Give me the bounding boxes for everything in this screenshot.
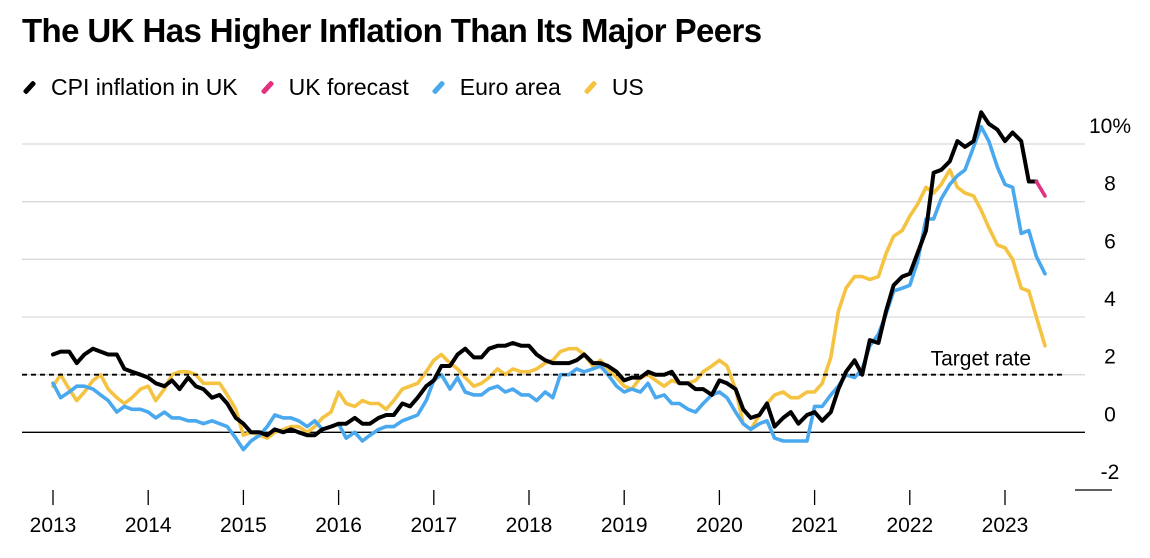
legend-item-uk-forecast: UK forecast <box>260 74 409 101</box>
series-line-cpi-inflation-in-uk <box>51 110 1039 438</box>
x-tick-label-2020: 2020 <box>696 514 743 537</box>
legend-item-uk-cpi: CPI inflation in UK <box>22 74 238 101</box>
x-tick-label-2014: 2014 <box>125 514 172 537</box>
y-tick-label-8: 8 <box>1104 173 1116 196</box>
x-tick-label-2018: 2018 <box>506 514 553 537</box>
legend-label-us: US <box>611 73 644 100</box>
legend-label-euro-area: Euro area <box>459 73 561 100</box>
target-rate-label: Target rate <box>931 348 1031 371</box>
y-tick-label-10: 10% <box>1089 115 1131 138</box>
y-tick-label-0: 0 <box>1104 403 1116 426</box>
x-tick-label-2019: 2019 <box>601 514 648 537</box>
y-axis-labels: -2 0 2 4 6 8 10% <box>1089 115 1131 484</box>
y-tick-label-6: 6 <box>1104 230 1116 253</box>
y-tick-label-2: -2 <box>1101 461 1120 484</box>
legend-label-uk-forecast: UK forecast <box>288 73 409 100</box>
x-tick-label-2021: 2021 <box>791 514 838 537</box>
chart-title: The UK Has Higher Inflation Than Its Maj… <box>22 12 762 49</box>
legend-item-euro-area: Euro area <box>431 74 561 101</box>
legend-label-uk-cpi: CPI inflation in UK <box>51 73 238 100</box>
x-tick-label-2017: 2017 <box>410 514 457 537</box>
series-layer <box>51 110 1047 452</box>
x-tick-label-2013: 2013 <box>30 514 77 537</box>
series-line-us <box>51 168 1047 440</box>
legend: CPI inflation in UK UK forecast Euro are… <box>22 72 644 102</box>
series-line-uk-forecast <box>1034 179 1047 198</box>
x-tick-label-2022: 2022 <box>886 514 933 537</box>
legend-item-us: US <box>583 74 644 101</box>
y-tick-label-4: 4 <box>1104 288 1116 311</box>
x-tick-label-2015: 2015 <box>220 514 267 537</box>
x-tick-label-2023: 2023 <box>982 514 1029 537</box>
grid-layer <box>22 143 1112 491</box>
y-tick-label-2: 2 <box>1104 346 1116 369</box>
x-axis: 2013 2014 2015 2016 2017 2018 2019 2020 2021 2022… <box>30 490 1029 537</box>
series-line-euro-area <box>51 124 1047 452</box>
x-tick-label-2016: 2016 <box>315 514 362 537</box>
annotation-layer: Target rate <box>22 348 1062 376</box>
